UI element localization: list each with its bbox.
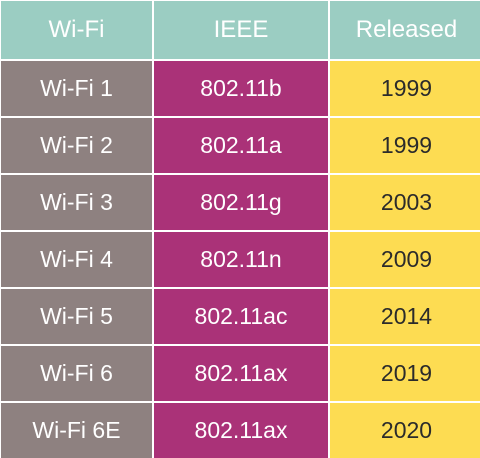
cell-released: 2003 bbox=[330, 175, 480, 230]
cell-wifi: Wi-Fi 4 bbox=[1, 232, 152, 287]
cell-wifi: Wi-Fi 6E bbox=[1, 403, 152, 458]
cell-wifi: Wi-Fi 5 bbox=[1, 289, 152, 344]
cell-ieee: 802.11b bbox=[154, 61, 328, 116]
cell-released: 1999 bbox=[330, 61, 480, 116]
header-ieee: IEEE bbox=[154, 1, 328, 59]
cell-released: 2020 bbox=[330, 403, 480, 458]
cell-released: 2019 bbox=[330, 346, 480, 401]
cell-ieee: 802.11a bbox=[154, 118, 328, 173]
cell-wifi: Wi-Fi 6 bbox=[1, 346, 152, 401]
header-wifi: Wi-Fi bbox=[1, 1, 152, 59]
cell-released: 2014 bbox=[330, 289, 480, 344]
header-released: Released bbox=[330, 1, 480, 59]
cell-ieee: 802.11ac bbox=[154, 289, 328, 344]
cell-wifi: Wi-Fi 3 bbox=[1, 175, 152, 230]
cell-ieee: 802.11ax bbox=[154, 346, 328, 401]
cell-released: 1999 bbox=[330, 118, 480, 173]
cell-wifi: Wi-Fi 2 bbox=[1, 118, 152, 173]
cell-ieee: 802.11n bbox=[154, 232, 328, 287]
cell-ieee: 802.11ax bbox=[154, 403, 328, 458]
cell-wifi: Wi-Fi 1 bbox=[1, 61, 152, 116]
cell-released: 2009 bbox=[330, 232, 480, 287]
cell-ieee: 802.11g bbox=[154, 175, 328, 230]
